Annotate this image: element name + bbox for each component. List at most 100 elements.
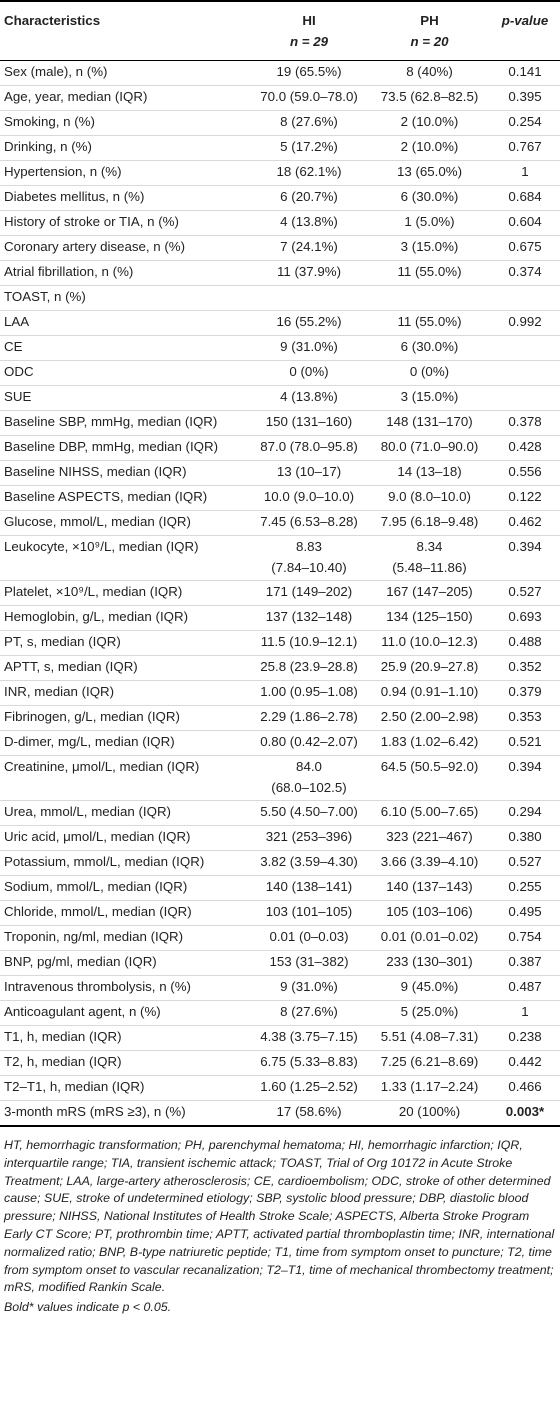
table-row: Creatinine, μmol/L, median (IQR) 84.0 (68.… bbox=[0, 755, 560, 801]
ph-cell-value: 6 (30.0%) bbox=[400, 189, 459, 204]
row-characteristic: Age, year, median (IQR) bbox=[0, 85, 249, 111]
row-characteristic: T2, h, median (IQR) bbox=[0, 1050, 249, 1076]
table-row: Potassium, mmol/L, median (IQR) 3.82 (3.5… bbox=[0, 850, 560, 876]
hi-cell-value: 4 (13.8%) bbox=[280, 214, 338, 229]
hi-cell-value: 10.0 (9.0–10.0) bbox=[263, 489, 355, 504]
hi-cell-value: 84.0 bbox=[296, 759, 322, 774]
row-characteristic: T1, h, median (IQR) bbox=[0, 1025, 249, 1051]
pvalue-cell: 0.378 bbox=[490, 410, 560, 436]
pvalue-cell: 0.495 bbox=[490, 900, 560, 926]
table-row: Sex (male), n (%) 19 (65.5%) 8 (40%) 0.141 bbox=[0, 60, 560, 86]
table-header: Characteristics HI n = 29 PH n = 20 p-va… bbox=[0, 0, 560, 61]
ph-cell: 80.0 (71.0–90.0) bbox=[369, 435, 490, 461]
hi-cell: 7.45 (6.53–8.28) bbox=[249, 510, 369, 536]
hi-cell-value: 11 (37.9%) bbox=[276, 264, 342, 279]
pvalue-cell: 0.693 bbox=[490, 605, 560, 631]
hi-cell-range: (68.0–102.5) bbox=[271, 780, 347, 795]
hi-cell: 9 (31.0%) bbox=[249, 975, 369, 1001]
hi-cell-value: 6.75 (5.33–8.83) bbox=[260, 1054, 358, 1069]
hi-cell-value: 9 (31.0%) bbox=[280, 979, 338, 994]
pvalue-cell: 0.294 bbox=[490, 800, 560, 826]
pvalue-cell bbox=[490, 360, 560, 386]
ph-cell: 134 (125–150) bbox=[369, 605, 490, 631]
ph-cell-value: 14 (13–18) bbox=[397, 464, 462, 479]
table-row: Fibrinogen, g/L, median (IQR) 2.29 (1.86–… bbox=[0, 705, 560, 731]
ph-cell-value: 3.66 (3.39–4.10) bbox=[380, 854, 479, 869]
row-characteristic: Sex (male), n (%) bbox=[0, 60, 249, 86]
ph-cell: 323 (221–467) bbox=[369, 825, 490, 851]
hi-cell-value: 8.83 bbox=[296, 539, 322, 554]
table-row: T2–T1, h, median (IQR) 1.60 (1.25–2.52) 1.… bbox=[0, 1075, 560, 1101]
hi-cell-value: 171 (149–202) bbox=[265, 584, 353, 599]
pvalue-cell: 0.604 bbox=[490, 210, 560, 236]
row-characteristic: Creatinine, μmol/L, median (IQR) bbox=[0, 755, 249, 801]
table-row: ODC 0 (0%) 0 (0%) bbox=[0, 360, 560, 386]
ph-cell: 6 (30.0%) bbox=[369, 335, 490, 361]
hi-cell: 5 (17.2%) bbox=[249, 135, 369, 161]
header-ph-label: PH bbox=[420, 13, 439, 28]
ph-cell-value: 5.51 (4.08–7.31) bbox=[380, 1029, 479, 1044]
table-row: Anticoagulant agent, n (%) 8 (27.6%) 5 (25… bbox=[0, 1000, 560, 1026]
table-row: D-dimer, mg/L, median (IQR) 0.80 (0.42–2.… bbox=[0, 730, 560, 756]
pvalue-cell bbox=[490, 385, 560, 411]
hi-cell-value: 150 (131–160) bbox=[265, 414, 353, 429]
row-characteristic: TOAST, n (%) bbox=[0, 285, 249, 311]
pvalue-cell: 0.374 bbox=[490, 260, 560, 286]
hi-cell-value: 25.8 (23.9–28.8) bbox=[260, 659, 358, 674]
hi-cell-value: 103 (101–105) bbox=[265, 904, 353, 919]
header-hi-label: HI bbox=[302, 13, 316, 28]
hi-cell: 8 (27.6%) bbox=[249, 110, 369, 136]
ph-cell-value: 20 (100%) bbox=[398, 1104, 461, 1119]
table-row: Baseline ASPECTS, median (IQR) 10.0 (9.0–… bbox=[0, 485, 560, 511]
table-row: Sodium, mmol/L, median (IQR) 140 (138–141… bbox=[0, 875, 560, 901]
ph-cell-value: 167 (147–205) bbox=[386, 584, 473, 599]
table-row: SUE 4 (13.8%) 3 (15.0%) bbox=[0, 385, 560, 411]
hi-cell: 18 (62.1%) bbox=[249, 160, 369, 186]
hi-cell: 0.01 (0–0.03) bbox=[249, 925, 369, 951]
row-characteristic: Uric acid, μmol/L, median (IQR) bbox=[0, 825, 249, 851]
row-characteristic: INR, median (IQR) bbox=[0, 680, 249, 706]
table-row: Urea, mmol/L, median (IQR) 5.50 (4.50–7.0… bbox=[0, 800, 560, 826]
hi-cell: 84.0 (68.0–102.5) bbox=[249, 755, 369, 801]
hi-cell-value: 0 (0%) bbox=[289, 364, 329, 379]
row-characteristic: T2–T1, h, median (IQR) bbox=[0, 1075, 249, 1101]
hi-cell: 17 (58.6%) bbox=[249, 1100, 369, 1127]
table-row: Glucose, mmol/L, median (IQR) 7.45 (6.53–… bbox=[0, 510, 560, 536]
ph-cell: 3.66 (3.39–4.10) bbox=[369, 850, 490, 876]
hi-cell-value: 140 (138–141) bbox=[265, 879, 353, 894]
hi-cell: 0 (0%) bbox=[249, 360, 369, 386]
hi-cell: 150 (131–160) bbox=[249, 410, 369, 436]
ph-cell-value: 0.01 (0.01–0.02) bbox=[380, 929, 479, 944]
pvalue-cell: 1 bbox=[490, 1000, 560, 1026]
table-row: Hypertension, n (%) 18 (62.1%) 13 (65.0%) 1 bbox=[0, 160, 560, 186]
hi-cell: 140 (138–141) bbox=[249, 875, 369, 901]
row-characteristic: Anticoagulant agent, n (%) bbox=[0, 1000, 249, 1026]
ph-cell: 5 (25.0%) bbox=[369, 1000, 490, 1026]
hi-cell-value: 9 (31.0%) bbox=[280, 339, 338, 354]
pvalue-cell: 0.122 bbox=[490, 485, 560, 511]
row-characteristic: LAA bbox=[0, 310, 249, 336]
pvalue-cell: 0.352 bbox=[490, 655, 560, 681]
ph-cell: 3 (15.0%) bbox=[369, 385, 490, 411]
hi-cell-value: 2.29 (1.86–2.78) bbox=[260, 709, 358, 724]
table-row: Baseline SBP, mmHg, median (IQR) 150 (131… bbox=[0, 410, 560, 436]
ph-cell-value: 0 (0%) bbox=[409, 364, 450, 379]
hi-cell-value: 0.80 (0.42–2.07) bbox=[260, 734, 358, 749]
ph-cell-value: 233 (130–301) bbox=[386, 954, 473, 969]
hi-cell: 6.75 (5.33–8.83) bbox=[249, 1050, 369, 1076]
hi-cell-range: (7.84–10.40) bbox=[271, 560, 347, 575]
characteristics-table: Characteristics HI n = 29 PH n = 20 p-va… bbox=[0, 0, 560, 1127]
row-characteristic: Sodium, mmol/L, median (IQR) bbox=[0, 875, 249, 901]
table-row: 3-month mRS (mRS ≥3), n (%) 17 (58.6%) 20 … bbox=[0, 1100, 560, 1127]
ph-cell: 25.9 (20.9–27.8) bbox=[369, 655, 490, 681]
hi-cell-value: 7 (24.1%) bbox=[280, 239, 338, 254]
pvalue-cell: 0.684 bbox=[490, 185, 560, 211]
table-row: T2, h, median (IQR) 6.75 (5.33–8.83) 7.25 … bbox=[0, 1050, 560, 1076]
ph-cell: 11.0 (10.0–12.3) bbox=[369, 630, 490, 656]
pvalue-cell: 0.255 bbox=[490, 875, 560, 901]
pvalue-cell: 0.754 bbox=[490, 925, 560, 951]
row-characteristic: Drinking, n (%) bbox=[0, 135, 249, 161]
ph-cell-value: 9 (45.0%) bbox=[400, 979, 459, 994]
hi-cell-value: 321 (253–396) bbox=[265, 829, 353, 844]
table-row: T1, h, median (IQR) 4.38 (3.75–7.15) 5.51 … bbox=[0, 1025, 560, 1051]
